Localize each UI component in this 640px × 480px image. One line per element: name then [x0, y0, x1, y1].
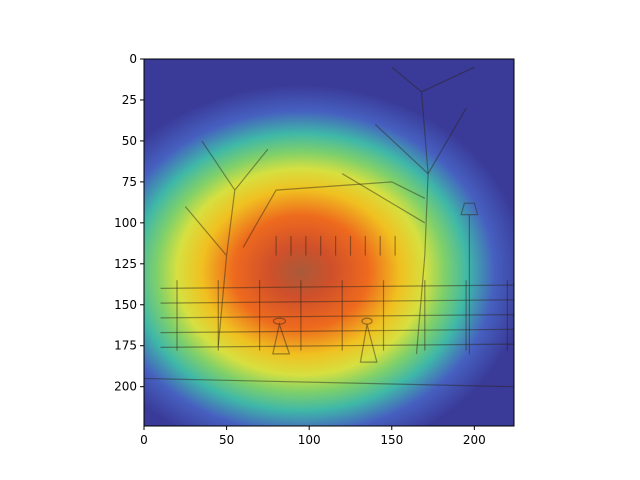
y-tick-label: 25	[122, 93, 137, 107]
y-axis: 0 25 50 75 100 125 150 175 200	[114, 52, 144, 394]
heatmap-overlay	[144, 59, 514, 426]
y-tick-label: 0	[129, 52, 137, 66]
plot-area	[144, 59, 514, 426]
x-axis: 0 50 100 150 200	[140, 426, 486, 447]
plot-frame	[143, 58, 515, 427]
y-tick-label: 150	[114, 298, 137, 312]
y-tick-label: 75	[122, 175, 137, 189]
x-tick-label: 50	[219, 433, 234, 447]
y-tick-label: 50	[122, 134, 137, 148]
x-tick-label: 200	[463, 433, 486, 447]
y-tick-label: 200	[114, 380, 137, 394]
y-tick-label: 125	[114, 257, 137, 271]
y-tick-label: 100	[114, 216, 137, 230]
street-sketch-image	[144, 66, 514, 388]
y-tick-label: 175	[114, 339, 137, 353]
x-tick-label: 100	[298, 433, 321, 447]
x-tick-label: 150	[380, 433, 403, 447]
x-tick-label: 0	[140, 433, 148, 447]
